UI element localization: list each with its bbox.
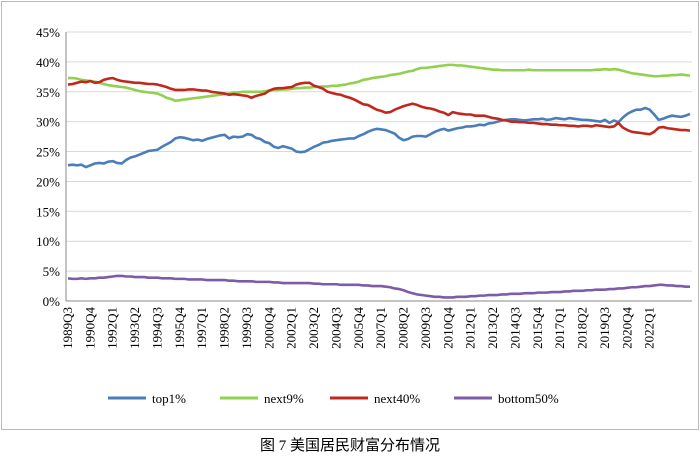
chart-frame — [1, 1, 699, 430]
x-tick-label: 2012Q1 — [463, 307, 478, 349]
y-tick-label: 45% — [36, 25, 60, 40]
y-tick-label: 35% — [36, 85, 60, 100]
x-tick-label: 2017Q1 — [552, 307, 567, 349]
x-tick-label: 1997Q1 — [194, 307, 209, 349]
legend-label: next40% — [374, 391, 420, 406]
legend-label: next9% — [264, 391, 304, 406]
x-tick-label: 1999Q3 — [239, 307, 254, 349]
y-tick-label: 15% — [36, 204, 60, 219]
x-tick-label: 2003Q2 — [306, 307, 321, 349]
series-line — [67, 274, 690, 299]
y-tick-label: 20% — [36, 174, 60, 189]
x-tick-label: 1993Q2 — [127, 307, 142, 349]
caption: 图 7 美国居民财富分布情况 — [260, 436, 440, 454]
y-tick-label: 0% — [43, 294, 61, 309]
x-tick-label: 2007Q1 — [373, 307, 388, 349]
y-tick-label: 30% — [36, 115, 60, 130]
y-tick-label: 40% — [36, 55, 60, 70]
x-tick-label: 2002Q1 — [284, 307, 299, 349]
x-tick-label: 2018Q2 — [575, 307, 590, 349]
x-tick-label: 2019Q3 — [597, 307, 612, 349]
y-tick-label: 25% — [36, 145, 60, 160]
y-tick-label: 10% — [36, 234, 60, 249]
x-tick-label: 2009Q3 — [418, 307, 433, 349]
x-tick-label: 1990Q4 — [82, 307, 97, 349]
y-tick-label: 5% — [43, 264, 61, 279]
x-tick-label: 1995Q4 — [172, 307, 187, 349]
x-tick-label: 2015Q4 — [530, 307, 545, 349]
series-line — [67, 106, 691, 169]
legend-label: bottom50% — [498, 391, 559, 406]
x-tick-label: 2020Q4 — [619, 307, 634, 349]
x-tick-label: 2010Q4 — [440, 307, 455, 349]
x-tick-label: 2005Q4 — [351, 307, 366, 349]
x-tick-label: 1989Q3 — [60, 307, 75, 349]
x-tick-label: 1998Q2 — [217, 307, 232, 349]
x-tick-label: 2014Q3 — [507, 307, 522, 349]
x-tick-label: 2004Q3 — [328, 307, 343, 349]
legend-label: top1% — [152, 391, 186, 406]
series-line — [67, 76, 691, 136]
x-tick-label: 2013Q2 — [485, 307, 500, 349]
x-tick-label: 1992Q1 — [105, 307, 120, 349]
x-tick-label: 1994Q3 — [149, 307, 164, 349]
x-tick-label: 2000Q4 — [261, 307, 276, 349]
x-tick-label: 2008Q2 — [396, 307, 411, 349]
x-tick-label: 2022Q1 — [642, 307, 657, 349]
series-line — [68, 63, 691, 103]
